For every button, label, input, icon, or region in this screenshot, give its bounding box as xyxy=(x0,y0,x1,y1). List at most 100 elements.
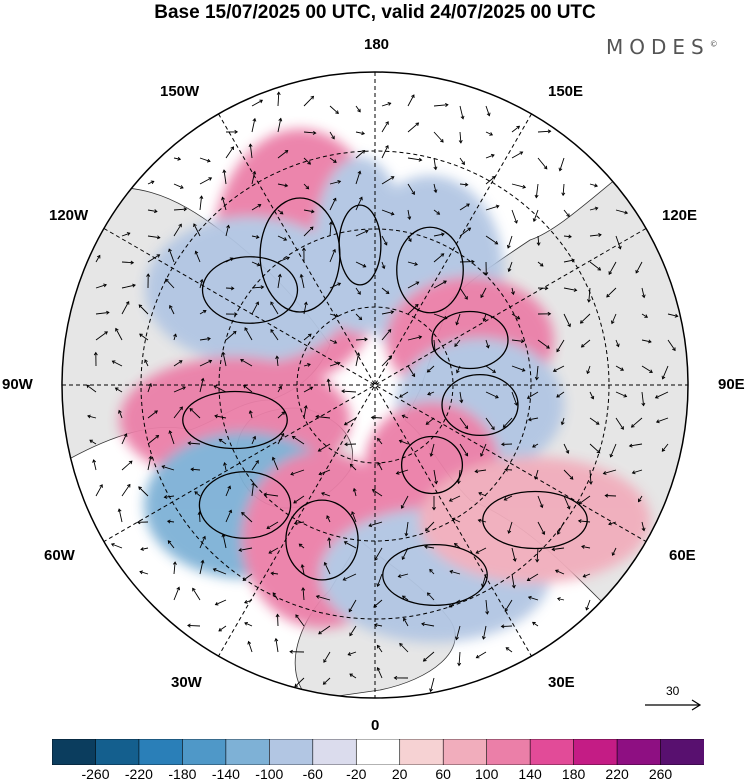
wind-vector xyxy=(485,105,491,117)
wind-vector xyxy=(355,287,361,295)
wind-vector xyxy=(303,95,315,107)
wind-vector xyxy=(328,221,333,237)
wind-vector xyxy=(93,351,98,367)
wind-vector xyxy=(456,469,461,485)
wind-vector xyxy=(381,287,390,295)
wind-vector xyxy=(189,408,201,419)
wind-vector xyxy=(561,183,566,197)
wind-vector xyxy=(421,622,435,627)
wind-vector xyxy=(480,287,487,299)
wind-vector xyxy=(537,261,544,267)
wind-vector xyxy=(455,625,461,641)
wind-vector xyxy=(407,281,420,289)
wind-vector xyxy=(199,377,205,393)
wind-vector xyxy=(199,535,206,549)
wind-vector xyxy=(500,624,513,629)
anomaly-shading xyxy=(119,129,651,643)
wind-vector xyxy=(244,327,253,341)
wind-vector xyxy=(140,547,149,551)
wind-vector xyxy=(556,391,565,398)
wind-vector xyxy=(606,287,617,298)
wind-vector xyxy=(173,586,181,601)
wind-vector xyxy=(192,587,201,601)
wind-vector xyxy=(274,637,279,653)
wind-vector xyxy=(355,131,366,136)
wind-vector xyxy=(268,547,279,554)
wind-vector xyxy=(251,459,259,471)
wind-vector xyxy=(534,365,539,381)
label-90e: 90E xyxy=(718,376,745,393)
wind-vector xyxy=(225,286,235,291)
wind-vector xyxy=(526,391,539,399)
wind-vector xyxy=(424,544,435,549)
wind-vector xyxy=(635,261,643,274)
wind-vector xyxy=(348,599,357,613)
wind-vector xyxy=(511,287,515,296)
wind-vector xyxy=(248,410,253,419)
graticule xyxy=(62,72,688,698)
wind-vector xyxy=(397,573,409,578)
wind-vector xyxy=(433,183,438,194)
wind-vector xyxy=(225,224,231,237)
wind-vector xyxy=(251,435,257,445)
wind-vector xyxy=(432,496,436,511)
brand-mark: © xyxy=(709,39,718,49)
wind-vector xyxy=(589,232,602,237)
wind-vector xyxy=(457,651,462,667)
wind-vector xyxy=(381,209,395,216)
colorbar-tick-label: -140 xyxy=(211,766,240,782)
wind-vector xyxy=(318,625,331,635)
wind-vector xyxy=(433,253,445,263)
wind-vector xyxy=(251,285,265,290)
wind-vector xyxy=(537,129,552,134)
wind-vector xyxy=(535,547,540,563)
wind-vector xyxy=(403,617,409,627)
wind-vector xyxy=(475,651,487,659)
wind-vector xyxy=(323,651,331,663)
wind-vector xyxy=(582,573,591,578)
wind-vector xyxy=(329,361,341,367)
wind-vector xyxy=(482,313,487,322)
wind-vector xyxy=(655,417,669,424)
wind-vector xyxy=(225,509,233,523)
colorbar-tick-label: 260 xyxy=(648,766,673,782)
wind-vector xyxy=(426,592,435,601)
wind-vector xyxy=(381,235,388,246)
wind-vector xyxy=(560,417,565,426)
wind-vector xyxy=(95,283,107,289)
wind-vector xyxy=(355,196,363,211)
wind-vector xyxy=(511,183,527,189)
wind-vector xyxy=(352,487,357,497)
wind-vector xyxy=(263,492,279,497)
wind-vector xyxy=(270,301,279,315)
wind-vector xyxy=(303,386,314,393)
wind-vectors xyxy=(86,91,679,693)
wind-vector xyxy=(448,599,461,608)
wind-vector xyxy=(578,495,591,505)
wind-vector xyxy=(407,157,423,162)
wind-vector xyxy=(243,384,253,393)
wind-vector xyxy=(212,568,227,575)
wind-vector xyxy=(213,385,227,393)
wind-vector xyxy=(485,131,494,136)
wind-vector xyxy=(563,234,572,239)
wind-vector xyxy=(199,195,204,211)
wind-vector xyxy=(587,287,591,303)
wind-vector xyxy=(459,443,469,457)
wind-vector xyxy=(301,247,306,263)
wind-vector xyxy=(511,573,516,589)
wind-vector xyxy=(456,365,461,374)
wind-vector xyxy=(326,515,331,523)
wind-vector xyxy=(248,143,253,159)
wind-vector xyxy=(532,621,539,627)
wind-vector xyxy=(577,519,591,524)
colorbar-swatch xyxy=(312,739,358,765)
wind-vector xyxy=(485,365,497,373)
brand-name: MODES xyxy=(606,35,710,59)
wind-vector xyxy=(343,541,357,549)
label-120e: 120E xyxy=(662,207,698,224)
wind-vector xyxy=(511,391,518,406)
wind-vector xyxy=(459,227,472,237)
wind-vector xyxy=(433,280,447,289)
wind-vector xyxy=(615,235,622,250)
